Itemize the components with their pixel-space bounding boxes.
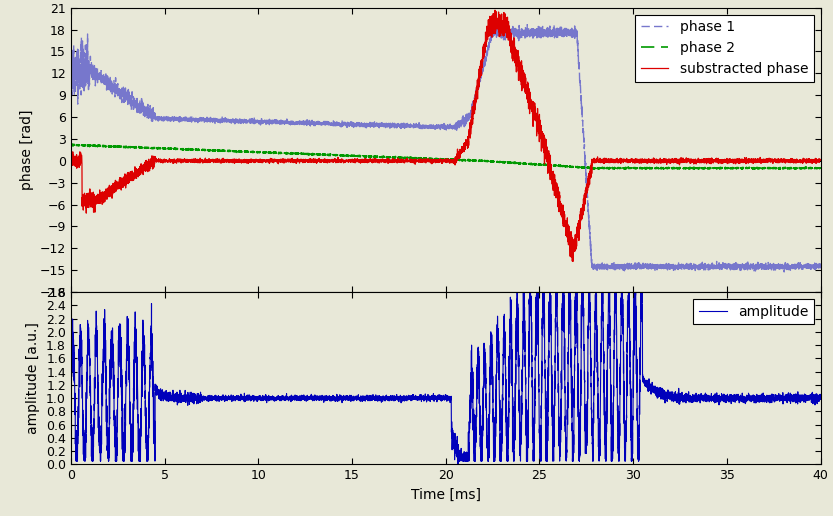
amplitude <box>542 440 552 446</box>
phase 2 <box>510 160 520 166</box>
phase 1 <box>534 22 544 28</box>
phase 2 <box>737 166 747 172</box>
phase 1 <box>661 266 671 272</box>
phase 1 <box>621 265 631 271</box>
Line: phase 1: phase 1 <box>71 25 821 272</box>
amplitude <box>103 458 113 464</box>
phase 1 <box>542 32 552 38</box>
phase 2 <box>337 152 347 158</box>
Y-axis label: amplitude [a.u.]: amplitude [a.u.] <box>27 322 40 434</box>
substracted phase <box>103 186 113 192</box>
amplitude <box>621 388 631 394</box>
substracted phase <box>510 42 520 48</box>
Legend: phase 1, phase 2, substracted phase: phase 1, phase 2, substracted phase <box>635 14 814 82</box>
substracted phase <box>661 156 671 163</box>
phase 2 <box>103 143 113 150</box>
Line: phase 2: phase 2 <box>71 144 821 169</box>
amplitude <box>453 463 463 469</box>
phase 2 <box>67 141 77 148</box>
substracted phase <box>542 155 552 161</box>
Legend: amplitude: amplitude <box>693 299 814 324</box>
phase 1 <box>66 60 76 66</box>
substracted phase <box>337 156 347 163</box>
substracted phase <box>490 7 500 13</box>
phase 1 <box>779 269 789 275</box>
amplitude <box>661 395 671 401</box>
phase 2 <box>816 165 826 171</box>
phase 1 <box>103 80 113 87</box>
phase 1 <box>816 261 826 267</box>
Y-axis label: phase [rad]: phase [rad] <box>20 110 34 190</box>
phase 2 <box>542 162 552 168</box>
amplitude <box>510 432 520 438</box>
amplitude <box>337 395 347 401</box>
phase 2 <box>66 142 76 148</box>
Line: substracted phase: substracted phase <box>71 10 821 261</box>
phase 1 <box>510 28 520 35</box>
phase 2 <box>661 165 671 171</box>
substracted phase <box>66 155 76 161</box>
amplitude <box>816 395 826 401</box>
substracted phase <box>568 258 578 264</box>
Line: amplitude: amplitude <box>71 249 821 466</box>
substracted phase <box>816 157 826 164</box>
substracted phase <box>621 156 631 163</box>
phase 2 <box>621 166 631 172</box>
amplitude <box>66 370 76 377</box>
amplitude <box>551 246 561 252</box>
phase 1 <box>337 123 347 130</box>
X-axis label: Time [ms]: Time [ms] <box>411 488 481 502</box>
